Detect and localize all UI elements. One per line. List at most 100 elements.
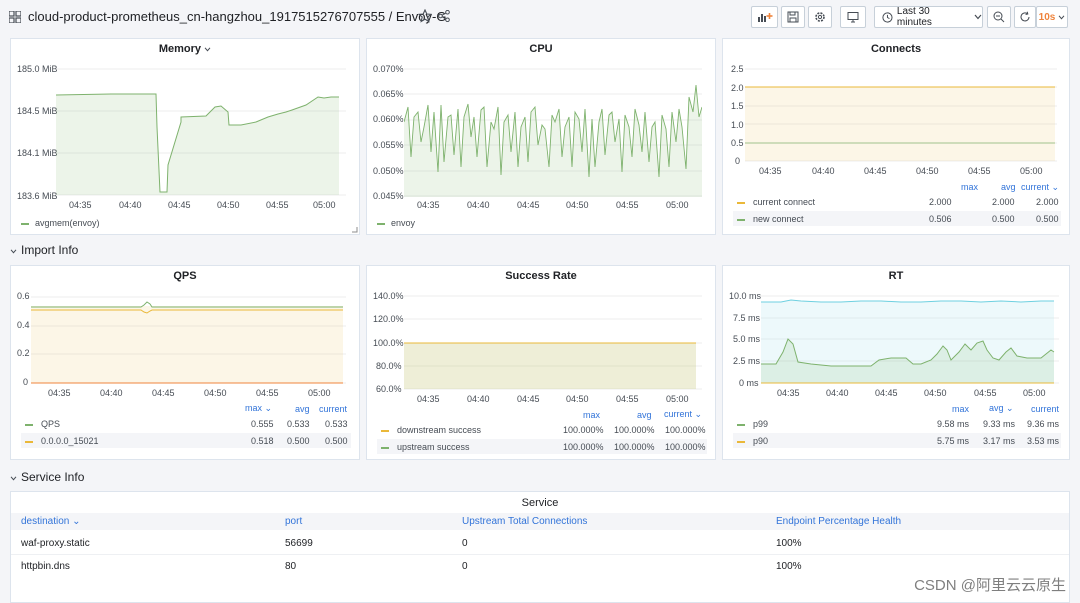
y-tick: 0 xyxy=(735,156,741,166)
legend-header-avg[interactable]: avg ⌄ xyxy=(989,403,1014,413)
legend-avg: 100.000% xyxy=(614,442,655,452)
legend-header-current[interactable]: current ⌄ xyxy=(664,409,703,419)
chevron-down-icon xyxy=(204,47,211,52)
time-range-label: Last 30 minutes xyxy=(896,6,932,28)
refresh-button[interactable] xyxy=(1014,6,1036,28)
x-tick: 04:50 xyxy=(924,388,947,398)
legend-row-bg xyxy=(377,439,707,454)
tv-mode-button[interactable] xyxy=(840,6,866,28)
table-header-row xyxy=(11,513,1069,530)
legend-swatch xyxy=(737,218,745,221)
x-tick: 04:35 xyxy=(48,388,71,398)
legend-current: 100.000% xyxy=(665,425,706,435)
y-tick: 0 ms xyxy=(739,378,759,388)
legend-header-current[interactable]: current xyxy=(319,404,348,414)
legend-item[interactable]: avgmem(envoy) xyxy=(21,218,100,228)
x-tick: 04:40 xyxy=(826,388,849,398)
legend-item[interactable]: new connect xyxy=(737,214,804,224)
legend-header-max[interactable]: max xyxy=(952,404,970,414)
success-rate-graph[interactable] xyxy=(404,294,702,390)
legend-item[interactable]: downstream success xyxy=(381,425,481,435)
legend-item[interactable]: QPS xyxy=(25,419,60,429)
star-icon[interactable] xyxy=(418,9,432,23)
legend-swatch xyxy=(381,446,389,449)
x-tick: 04:55 xyxy=(974,388,997,398)
x-tick: 04:35 xyxy=(759,166,782,176)
x-tick: 04:50 xyxy=(566,394,589,404)
table-cell: 80 xyxy=(285,561,297,572)
refresh-interval-picker[interactable]: 10s xyxy=(1036,6,1068,28)
x-tick: 04:55 xyxy=(616,394,639,404)
zoom-out-button[interactable] xyxy=(987,6,1011,28)
legend-swatch xyxy=(25,440,33,443)
legend-item[interactable]: upstream success xyxy=(381,442,470,452)
legend-item[interactable]: envoy xyxy=(377,218,415,228)
legend-current: 3.53 ms xyxy=(1027,436,1060,446)
column-header-destination[interactable]: destination ⌄ xyxy=(21,516,81,527)
row-import-info[interactable]: Import Info xyxy=(10,243,78,257)
monitor-icon xyxy=(847,12,859,23)
qps-graph[interactable] xyxy=(31,294,346,386)
legend-swatch xyxy=(377,222,385,225)
legend-max: 0.506 xyxy=(929,214,952,224)
y-tick: 60.0% xyxy=(376,384,402,394)
add-panel-button[interactable] xyxy=(751,6,778,28)
legend-header-max[interactable]: max xyxy=(961,182,979,192)
legend-header-max[interactable]: max xyxy=(583,410,601,420)
legend-header-max[interactable]: max ⌄ xyxy=(245,403,273,413)
y-tick: 0 xyxy=(23,377,29,387)
legend-current: 0.533 xyxy=(325,419,348,429)
gear-icon xyxy=(815,12,825,22)
y-tick: 0.045% xyxy=(373,191,404,201)
connects-panel-title[interactable]: Connects xyxy=(870,43,922,55)
legend-header-avg[interactable]: avg xyxy=(1001,182,1016,192)
rt-panel-title[interactable]: RT xyxy=(888,270,904,282)
save-dashboard-button[interactable] xyxy=(781,6,805,28)
top-bar: cloud-product-prometheus_cn-hangzhou_191… xyxy=(0,0,1080,34)
legend-label: downstream success xyxy=(397,425,482,435)
legend-header-avg[interactable]: avg xyxy=(295,404,310,414)
y-tick: 0.5 xyxy=(731,138,744,148)
legend-item[interactable]: current connect xyxy=(737,197,815,207)
column-header-upstream-connections[interactable]: Upstream Total Connections xyxy=(462,516,588,527)
connects-panel: Connects 2.5 2.0 1.5 1.0 0.5 0 04:35 04:… xyxy=(722,38,1070,235)
memory-panel: Memory 185.0 MiB 184.5 MiB 184.1 MiB 183… xyxy=(10,38,360,235)
column-header-port[interactable]: port xyxy=(285,516,303,527)
y-tick: 0.2 xyxy=(17,348,30,358)
legend-label: upstream success xyxy=(397,442,470,452)
x-tick: 04:35 xyxy=(69,200,92,210)
x-tick: 05:00 xyxy=(308,388,331,398)
settings-button[interactable] xyxy=(808,6,832,28)
memory-panel-title[interactable]: Memory xyxy=(11,43,359,55)
dashboard-title[interactable]: cloud-product-prometheus_cn-hangzhou_191… xyxy=(28,9,447,24)
p90-series-line xyxy=(761,338,1055,367)
legend-header-current[interactable]: current ⌄ xyxy=(1021,182,1060,192)
legend-item[interactable]: 0.0.0.0_15021 xyxy=(25,436,99,446)
legend-label: 0.0.0.0_15021 xyxy=(41,436,99,446)
memory-graph[interactable] xyxy=(56,67,346,197)
qps-panel-title[interactable]: QPS xyxy=(173,270,197,282)
column-header-endpoint-health[interactable]: Endpoint Percentage Health xyxy=(776,516,902,527)
legend-max: 0.555 xyxy=(251,419,274,429)
cpu-panel-title[interactable]: CPU xyxy=(529,43,553,55)
x-tick: 04:55 xyxy=(616,200,639,210)
share-icon[interactable] xyxy=(438,10,450,22)
y-tick: 140.0% xyxy=(373,291,404,301)
legend-item[interactable]: p99 xyxy=(737,419,768,429)
service-panel-title[interactable]: Service xyxy=(521,497,559,509)
y-tick: 2.5 ms xyxy=(733,356,761,366)
rt-panel: RT 10.0 ms 7.5 ms 5.0 ms 2.5 ms 0 ms 04:… xyxy=(722,265,1070,460)
time-range-picker[interactable]: Last 30 minutes xyxy=(874,6,983,28)
y-tick: 0.070% xyxy=(373,64,404,74)
legend-header-current[interactable]: current xyxy=(1031,404,1060,414)
apps-grid-icon[interactable] xyxy=(9,11,21,23)
resize-handle-icon[interactable] xyxy=(352,227,358,233)
row-service-info[interactable]: Service Info xyxy=(10,470,84,484)
refresh-icon xyxy=(1020,11,1030,22)
success-rate-panel-title[interactable]: Success Rate xyxy=(505,270,577,282)
legend-item[interactable]: p90 xyxy=(737,436,768,446)
cpu-graph[interactable] xyxy=(404,67,702,199)
legend-header-avg[interactable]: avg xyxy=(637,410,652,420)
connects-graph[interactable] xyxy=(745,68,1057,164)
rt-graph[interactable] xyxy=(761,294,1059,384)
